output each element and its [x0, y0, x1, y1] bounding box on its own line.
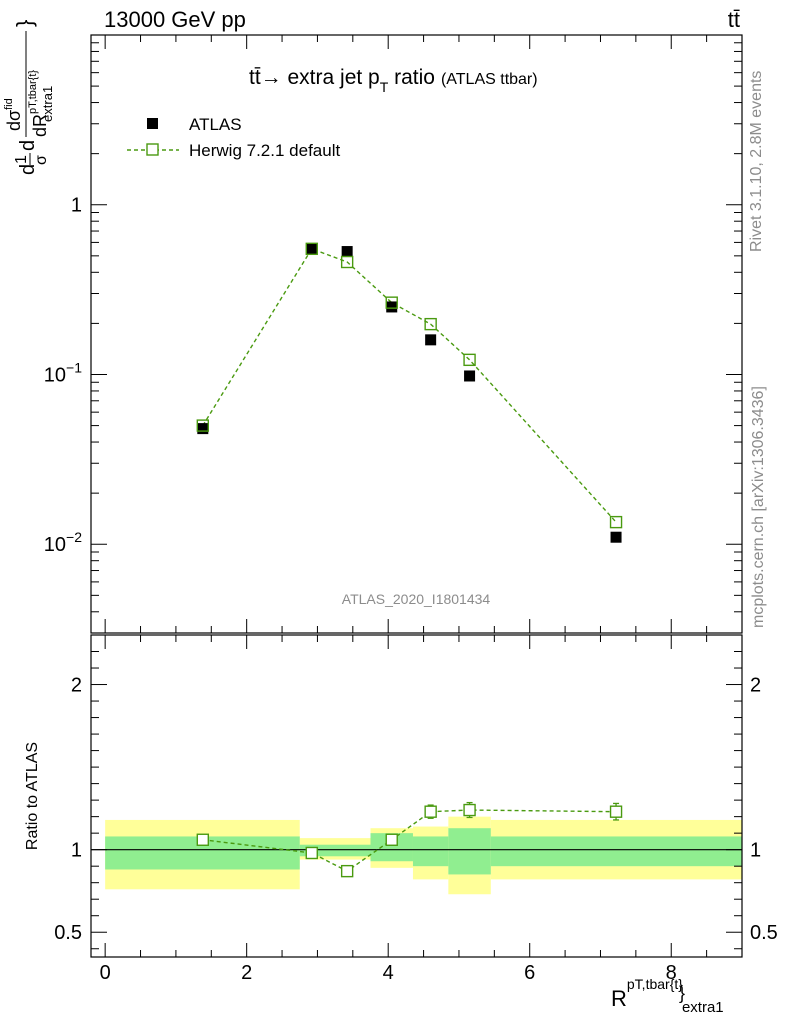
herwig-ratio-series: [196, 801, 623, 878]
atlas-data-point: [386, 301, 398, 313]
main-frame: [90, 34, 743, 634]
beam-label: 13000 GeV pp: [104, 7, 246, 32]
legend: ATLAS Herwig 7.2.1 default: [127, 115, 340, 160]
ratio-y-tick-label-left: 2: [71, 675, 82, 697]
x-axis-label: RpT,tbar{t}} extra1: [611, 976, 724, 1016]
main-panel: 1 10−1 10−2 tt̄→ extra jet pT ratio (ATLAS …: [3, 20, 743, 634]
atlas-data-point: [197, 423, 209, 435]
legend-atlas-marker: [147, 118, 158, 129]
herwig-series-points: [196, 242, 623, 529]
chart-title-subscript: T: [380, 79, 389, 95]
ylabel-d: d: [17, 140, 39, 151]
xlabel-R: R: [611, 986, 627, 1011]
ratio-inner-band: [448, 828, 491, 875]
process-label: tt̄: [728, 7, 740, 32]
ratio-y-tick-label-left: 1: [71, 840, 82, 862]
herwig-ratio-point: [609, 805, 623, 818]
herwig-ratio-point: [424, 805, 437, 818]
ratio-y-tick-label-left: 0.5: [54, 922, 82, 944]
ratio-y-tick-label-right: 2: [750, 675, 761, 697]
x-tick-label: 2: [241, 962, 252, 984]
atlas-data-point: [464, 370, 476, 382]
ratio-inner-band: [299, 844, 371, 857]
herwig-series-line: [202, 247, 617, 523]
ylabel-inner-top: dσfid: [3, 98, 24, 131]
rivet-version-label: Rivet 3.1.10, 2.8M events: [748, 71, 765, 252]
ratio-axis-ticks: [91, 635, 743, 957]
ratio-frame: [90, 634, 743, 958]
main-y-axis-label: d 1 σ d dσfid dRpT,tbar{t}extra1 }: [3, 20, 55, 175]
chart-title-main: tt̄→ extra jet p: [249, 66, 380, 89]
herwig-ratio-point: [463, 803, 476, 817]
ratio-inner-band: [490, 836, 742, 867]
main-axis-ticks: [91, 34, 743, 634]
x-tick-label: 6: [524, 962, 535, 984]
ratio-y-axis-label: Ratio to ATLAS: [24, 742, 41, 850]
analysis-watermark: ATLAS_2020_I1801434: [342, 591, 491, 607]
herwig-ratio-point: [196, 833, 210, 846]
herwig-data-point: [340, 255, 354, 269]
ratio-y-tick-labels: 0.5 0.5 1 1 2 2: [54, 675, 778, 945]
x-tick-label: 4: [383, 962, 394, 984]
ylabel-fraction-bottom: σ: [33, 155, 50, 165]
ylabel-dR-sup: pT,tbar{t}: [27, 70, 39, 114]
legend-atlas-label: ATLAS: [189, 115, 242, 134]
legend-herwig-label: Herwig 7.2.1 default: [189, 141, 340, 160]
xlabel-sub: extra1: [682, 999, 724, 1016]
main-y-tick-label: 1: [71, 195, 82, 217]
herwig-data-point: [463, 353, 476, 367]
herwig-line: [202, 247, 617, 523]
x-tick-labels: 0 2 4 6 8: [100, 962, 677, 984]
herwig-data-point: [424, 317, 437, 331]
herwig-data-point: [385, 296, 398, 309]
ratio-panel: 0.5 0.5 1 1 2 2 Ratio to ATLAS: [24, 634, 778, 958]
xlabel-sup: pT,tbar{t}: [627, 976, 683, 992]
ylabel-inner-bottom: dRpT,tbar{t}extra1: [27, 70, 55, 137]
herwig-data-point: [609, 515, 623, 529]
mcplots-reference-label: mcplots.cern.ch [arXiv:1306.3436]: [750, 386, 767, 628]
ylabel-dR: dR: [30, 114, 50, 137]
ylabel-fraction-top: 1: [13, 155, 30, 164]
main-y-tick-labels: 1 10−1 10−2: [44, 195, 82, 556]
ylabel-dsigma: dσ: [4, 110, 24, 131]
chart-title: tt̄→ extra jet pT ratio (ATLAS ttbar): [249, 66, 538, 95]
herwig-ratio-point: [385, 833, 398, 846]
ratio-uncertainty-bands: [105, 816, 742, 895]
ratio-y-tick-label-right: 0.5: [750, 922, 778, 944]
x-tick-label: 0: [100, 962, 111, 984]
atlas-series-points: [197, 243, 622, 543]
ratio-y-tick-label-right: 1: [750, 840, 761, 862]
chart-title-small: (ATLAS ttbar): [441, 71, 538, 88]
atlas-data-point: [610, 531, 622, 543]
ylabel-close-brace: }: [12, 20, 37, 27]
main-y-tick-label: 10−2: [44, 529, 82, 556]
ylabel-dR-sub: extra1: [40, 86, 55, 122]
herwig-ratio-point: [305, 846, 318, 860]
xlabel-close: }: [679, 983, 685, 1003]
atlas-data-point: [341, 246, 353, 258]
chart-title-tail: ratio: [388, 66, 435, 89]
herwig-data-point: [305, 242, 318, 256]
ylabel-fid: fid: [3, 98, 15, 110]
atlas-data-point: [306, 243, 318, 255]
herwig-ratio-point: [340, 864, 354, 878]
ylabel-d-prefix: d: [17, 164, 39, 175]
herwig-data-point: [196, 419, 210, 432]
x-tick-label: 8: [666, 962, 677, 984]
ratio-inner-band: [412, 836, 449, 867]
main-y-tick-label: 10−1: [44, 359, 82, 386]
atlas-data-point: [425, 334, 437, 346]
legend-herwig-marker: [146, 143, 159, 156]
